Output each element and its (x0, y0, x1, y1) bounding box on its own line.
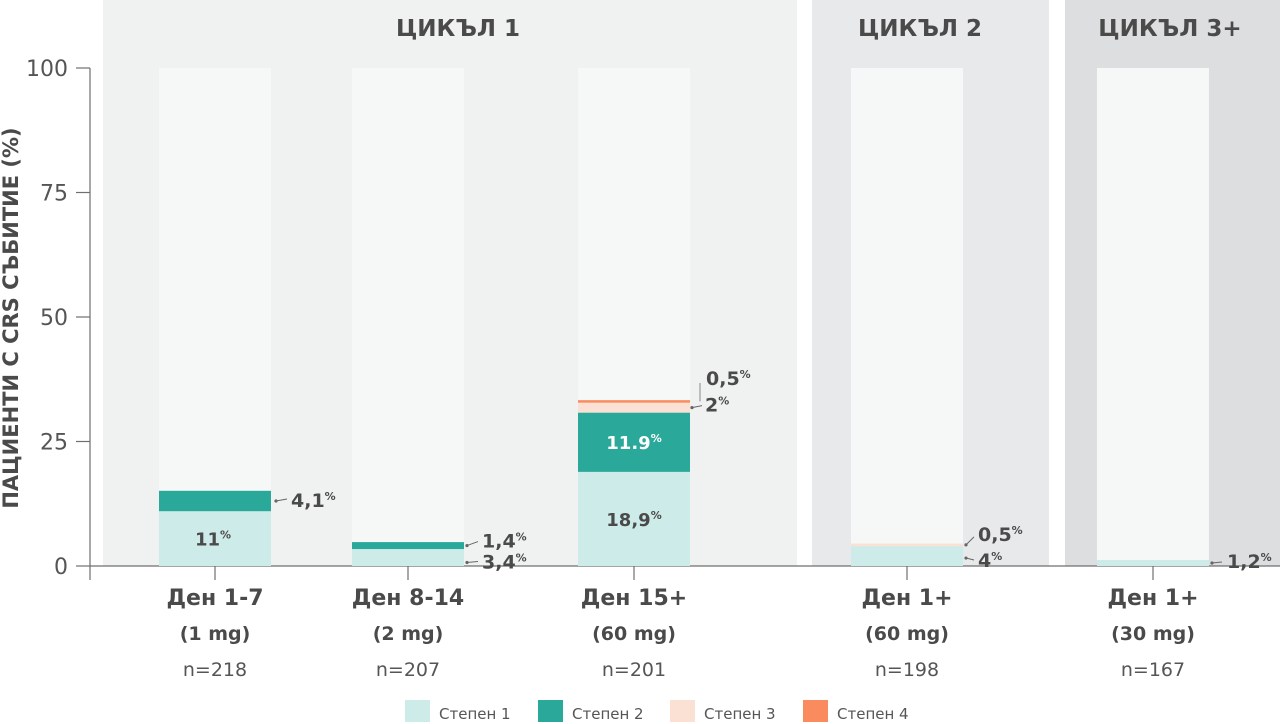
data-label: 11.9% (606, 432, 661, 454)
panel-title: ЦИКЪЛ 3+ (1098, 16, 1241, 42)
category-dose-label: (30 mg) (1111, 623, 1195, 645)
category-dose-label: (2 mg) (373, 623, 444, 645)
label-leader (1211, 561, 1223, 564)
y-tick-label: 75 (40, 182, 68, 207)
legend-label: Степен 4 (837, 705, 909, 723)
bar-segment (578, 400, 690, 403)
bar-segment (1097, 560, 1209, 566)
category-day-label: Ден 1+ (861, 586, 952, 611)
label-leader-dot (274, 499, 278, 503)
category-n-label: n=218 (183, 659, 247, 681)
label-leader-dot (1210, 561, 1214, 565)
legend-swatch (538, 700, 563, 722)
bar-segment (352, 542, 464, 550)
label-leader (466, 541, 479, 547)
label-leader (275, 498, 288, 502)
bar-segment (159, 511, 271, 566)
y-tick-label: 0 (54, 555, 68, 580)
category-n-label: n=198 (875, 659, 939, 681)
label-leader (466, 561, 479, 564)
legend-swatch (405, 700, 430, 722)
bar-segment (578, 412, 690, 472)
bar-segment (851, 546, 963, 566)
data-label: 1,2% (1227, 551, 1272, 573)
legend-label: Степен 2 (572, 705, 644, 723)
label-leader-dot (465, 560, 469, 565)
data-label: 1,4% (482, 531, 527, 553)
bar-segment (578, 402, 690, 413)
label-leader (965, 536, 975, 546)
bar-segment (159, 490, 271, 512)
category-n-label: n=201 (602, 659, 666, 681)
legend-label: Степен 1 (439, 705, 511, 723)
label-leader-dot (690, 406, 694, 410)
legend-swatch (670, 700, 695, 722)
data-label: 0,5% (706, 368, 751, 390)
category-dose-label: (60 mg) (865, 623, 949, 645)
legend-swatch (803, 700, 828, 722)
bar-track (851, 68, 963, 566)
bar-segment (851, 543, 963, 547)
category-dose-label: (1 mg) (180, 623, 251, 645)
data-label: 4% (978, 550, 1002, 572)
label-leader-dot (964, 543, 968, 547)
data-label: 4,1% (291, 490, 336, 512)
y-tick-label: 100 (26, 57, 68, 82)
panel-title: ЦИКЪЛ 2 (858, 16, 982, 42)
legend-label: Степен 3 (704, 705, 776, 723)
data-label: 11% (195, 529, 231, 551)
bar-track (159, 68, 271, 566)
category-day-label: Ден 1+ (1107, 586, 1198, 611)
data-label: 0,5% (978, 524, 1023, 546)
category-day-label: Ден 1-7 (166, 586, 263, 611)
category-day-label: Ден 8-14 (352, 586, 464, 611)
label-leader (691, 405, 703, 409)
data-label: 3,4% (482, 552, 527, 574)
bar-segment (352, 549, 464, 566)
bar-track (352, 68, 464, 566)
data-label: 18,9% (606, 509, 661, 531)
category-dose-label: (60 mg) (592, 623, 676, 645)
category-n-label: n=167 (1121, 659, 1185, 681)
y-axis-label: ПАЦИЕНТИ С CRS СЪБИТИЕ (%) (0, 127, 23, 508)
category-day-label: Ден 15+ (581, 586, 687, 611)
y-tick-label: 50 (40, 306, 68, 331)
data-label: 2% (705, 395, 729, 417)
panel-title: ЦИКЪЛ 1 (396, 16, 520, 42)
bar-track (1097, 68, 1209, 566)
label-leader-dot (465, 543, 469, 548)
y-tick-label: 25 (40, 431, 68, 456)
bar-segment (578, 471, 690, 566)
category-n-label: n=207 (376, 659, 440, 681)
label-leader-dot (964, 556, 968, 560)
